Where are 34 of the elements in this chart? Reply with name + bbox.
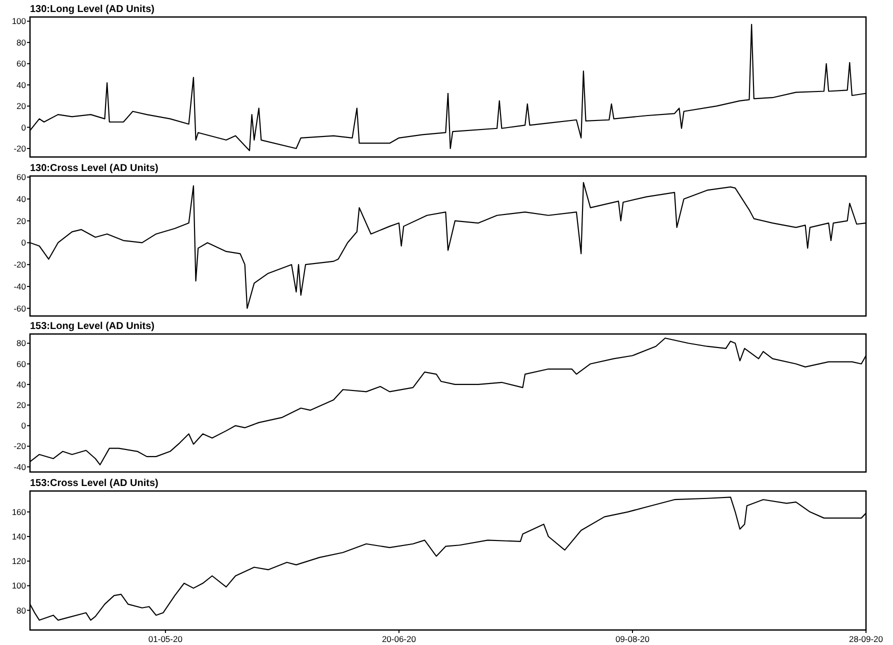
y-tick-label: -40 [14,462,26,472]
y-tick-label: 20 [16,101,26,112]
chart-title: 153:Long Level (AD Units) [30,321,154,332]
y-tick-label: -20 [14,441,26,452]
x-tick-label: 20-06-20 [382,634,416,644]
chart-title: 130:Long Level (AD Units) [30,4,154,15]
y-tick-label: 20 [16,400,26,410]
y-tick-label: -20 [14,143,26,154]
y-tick-label: 140 [12,531,26,542]
y-tick-label: -20 [14,260,26,270]
chart-title: 130:Cross Level (AD Units) [30,163,158,174]
y-tick-label: 160 [12,506,26,517]
y-tick-label: 100 [12,580,26,591]
y-tick-label: 0 [21,122,26,132]
y-tick-label: 80 [16,338,26,348]
y-tick-label: 80 [16,37,26,48]
x-tick-label: 09-08-20 [615,634,650,644]
y-tick-label: 60 [16,172,26,182]
y-tick-label: 40 [16,379,26,390]
y-tick-label: -40 [14,281,26,292]
y-tick-label: 20 [16,216,26,226]
y-tick-label: 60 [16,58,26,69]
y-tick-label: 0 [21,420,26,431]
y-tick-label: 120 [12,556,26,566]
x-tick-label: 28-09-20 [848,634,884,644]
y-tick-label: -60 [14,303,26,314]
y-tick-label: 0 [21,238,26,248]
y-tick-label: 80 [16,605,26,616]
y-tick-label: 60 [16,358,26,369]
y-tick-label: 40 [16,194,26,204]
x-tick-label: 01-05-20 [148,634,183,644]
y-tick-label: 100 [12,16,26,26]
y-tick-label: 40 [16,80,26,90]
chart-title: 153:Cross Level (AD Units) [30,478,158,489]
